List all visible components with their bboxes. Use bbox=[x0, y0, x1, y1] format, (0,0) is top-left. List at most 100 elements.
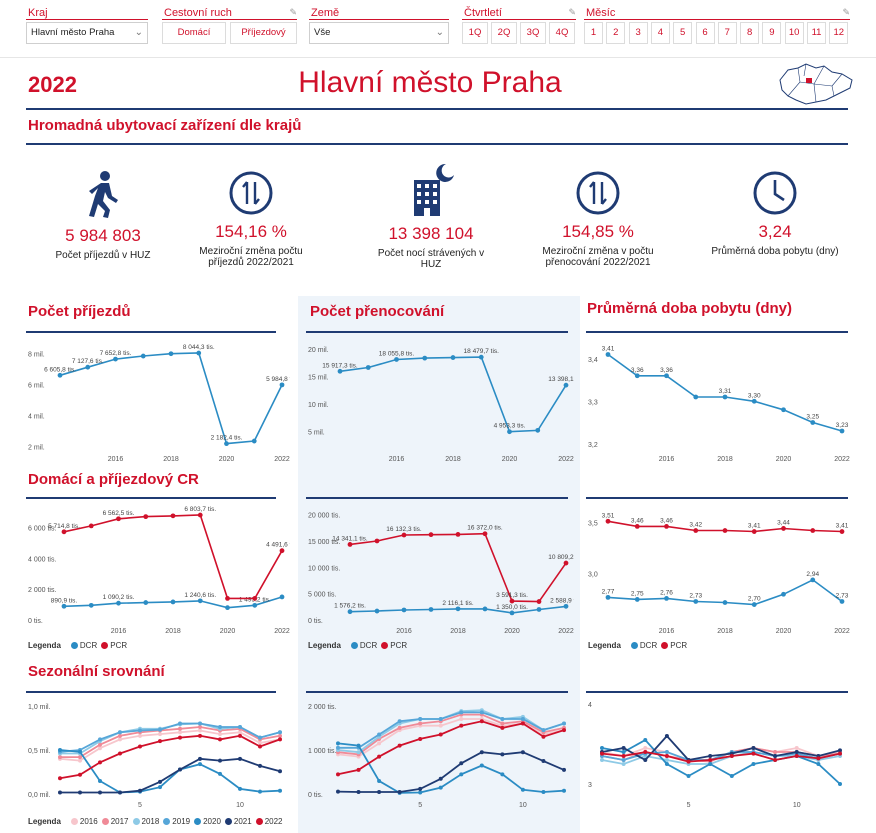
data-point[interactable] bbox=[794, 750, 799, 754]
data-point[interactable] bbox=[98, 790, 102, 795]
data-point[interactable] bbox=[839, 599, 845, 604]
data-point[interactable] bbox=[85, 364, 91, 370]
data-point[interactable] bbox=[562, 767, 566, 772]
data-point[interactable] bbox=[520, 721, 525, 726]
data-point[interactable] bbox=[238, 756, 242, 761]
data-point[interactable] bbox=[218, 771, 222, 776]
data-point[interactable] bbox=[708, 754, 713, 758]
data-point[interactable] bbox=[708, 762, 713, 766]
data-point[interactable] bbox=[78, 772, 82, 777]
data-point[interactable] bbox=[374, 538, 380, 544]
data-point[interactable] bbox=[605, 594, 611, 600]
data-point[interactable] bbox=[158, 732, 162, 737]
data-point[interactable] bbox=[158, 785, 162, 790]
data-point[interactable] bbox=[562, 728, 566, 733]
data-point[interactable] bbox=[218, 732, 222, 737]
data-point[interactable] bbox=[218, 725, 222, 729]
data-point[interactable] bbox=[418, 786, 423, 791]
data-point[interactable] bbox=[116, 516, 121, 522]
month-button-12[interactable]: 12 bbox=[829, 22, 849, 44]
data-point[interactable] bbox=[78, 790, 82, 795]
data-point[interactable] bbox=[58, 755, 62, 760]
data-point[interactable] bbox=[541, 790, 546, 795]
data-point[interactable] bbox=[664, 750, 669, 754]
data-point[interactable] bbox=[541, 759, 546, 764]
data-point[interactable] bbox=[113, 356, 118, 362]
data-point[interactable] bbox=[258, 763, 262, 768]
data-point[interactable] bbox=[838, 751, 842, 756]
data-point[interactable] bbox=[58, 776, 62, 781]
data-point[interactable] bbox=[459, 710, 464, 715]
data-point[interactable] bbox=[279, 548, 285, 554]
data-point[interactable] bbox=[397, 790, 402, 795]
data-point[interactable] bbox=[252, 596, 258, 601]
data-point[interactable] bbox=[686, 774, 691, 778]
data-point[interactable] bbox=[170, 599, 176, 605]
data-point[interactable] bbox=[722, 600, 728, 605]
data-point[interactable] bbox=[563, 560, 569, 566]
data-point[interactable] bbox=[455, 606, 461, 612]
data-point[interactable] bbox=[562, 721, 566, 726]
data-point[interactable] bbox=[397, 719, 402, 724]
data-point[interactable] bbox=[459, 772, 464, 777]
data-point[interactable] bbox=[356, 743, 361, 748]
data-point[interactable] bbox=[500, 717, 505, 722]
legend-item-PCR[interactable]: PCR bbox=[377, 641, 407, 650]
data-point[interactable] bbox=[98, 778, 102, 783]
month-button-9[interactable]: 9 bbox=[762, 22, 782, 44]
data-point[interactable] bbox=[356, 750, 361, 755]
data-point[interactable] bbox=[621, 754, 626, 758]
data-point[interactable] bbox=[693, 394, 699, 400]
data-point[interactable] bbox=[238, 786, 242, 791]
data-point[interactable] bbox=[170, 513, 176, 519]
data-point[interactable] bbox=[278, 788, 282, 793]
data-point[interactable] bbox=[438, 776, 443, 781]
data-point[interactable] bbox=[810, 420, 816, 425]
data-point[interactable] bbox=[401, 532, 407, 538]
data-point[interactable] bbox=[225, 605, 230, 611]
data-point[interactable] bbox=[143, 600, 149, 605]
data-point[interactable] bbox=[116, 600, 121, 606]
data-point[interactable] bbox=[536, 607, 542, 612]
data-point[interactable] bbox=[600, 758, 604, 762]
data-point[interactable] bbox=[143, 514, 149, 520]
data-point[interactable] bbox=[258, 735, 262, 740]
data-point[interactable] bbox=[507, 429, 512, 435]
data-point[interactable] bbox=[520, 750, 525, 755]
data-point[interactable] bbox=[397, 743, 402, 748]
data-point[interactable] bbox=[279, 594, 285, 600]
data-point[interactable] bbox=[643, 758, 648, 762]
data-point[interactable] bbox=[541, 728, 546, 733]
month-button-1[interactable]: 1 bbox=[584, 22, 603, 44]
quarter-button-3[interactable]: 3Q bbox=[520, 22, 546, 44]
data-point[interactable] bbox=[118, 751, 122, 756]
legend-item-PCR[interactable]: PCR bbox=[97, 641, 127, 650]
data-point[interactable] bbox=[365, 365, 371, 370]
data-point[interactable] bbox=[693, 528, 699, 533]
data-point[interactable] bbox=[664, 596, 669, 601]
data-point[interactable] bbox=[198, 733, 202, 738]
data-point[interactable] bbox=[61, 529, 67, 535]
data-point[interactable] bbox=[347, 542, 353, 547]
data-point[interactable] bbox=[198, 725, 202, 729]
data-point[interactable] bbox=[198, 762, 202, 767]
data-point[interactable] bbox=[794, 754, 799, 758]
legend-item-2020[interactable]: 2020 bbox=[190, 817, 221, 826]
data-point[interactable] bbox=[336, 789, 340, 794]
data-point[interactable] bbox=[258, 789, 262, 794]
data-point[interactable] bbox=[634, 597, 640, 602]
data-point[interactable] bbox=[377, 790, 382, 795]
data-point[interactable] bbox=[438, 717, 443, 722]
data-point[interactable] bbox=[634, 524, 640, 529]
month-button-2[interactable]: 2 bbox=[606, 22, 626, 44]
data-point[interactable] bbox=[337, 368, 343, 374]
cestovni-ruch-domaci-button[interactable]: Domácí bbox=[162, 22, 226, 44]
quarter-button-4[interactable]: 4Q bbox=[549, 22, 575, 44]
data-point[interactable] bbox=[98, 742, 102, 747]
quarter-button-2[interactable]: 2Q bbox=[491, 22, 517, 44]
data-point[interactable] bbox=[238, 730, 242, 735]
data-point[interactable] bbox=[536, 599, 542, 604]
data-point[interactable] bbox=[418, 790, 423, 795]
data-point[interactable] bbox=[541, 734, 546, 739]
data-point[interactable] bbox=[479, 750, 484, 755]
